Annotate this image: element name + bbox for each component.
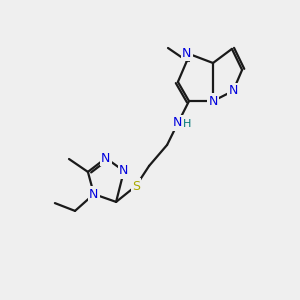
Text: H: H [183, 119, 192, 129]
Text: N: N [101, 152, 111, 165]
Text: N: N [182, 46, 192, 60]
Text: N: N [119, 164, 129, 178]
Text: N: N [228, 84, 238, 98]
Text: S: S [132, 179, 140, 193]
Text: N: N [208, 94, 218, 108]
Text: N: N [173, 116, 183, 130]
Text: N: N [89, 188, 99, 201]
